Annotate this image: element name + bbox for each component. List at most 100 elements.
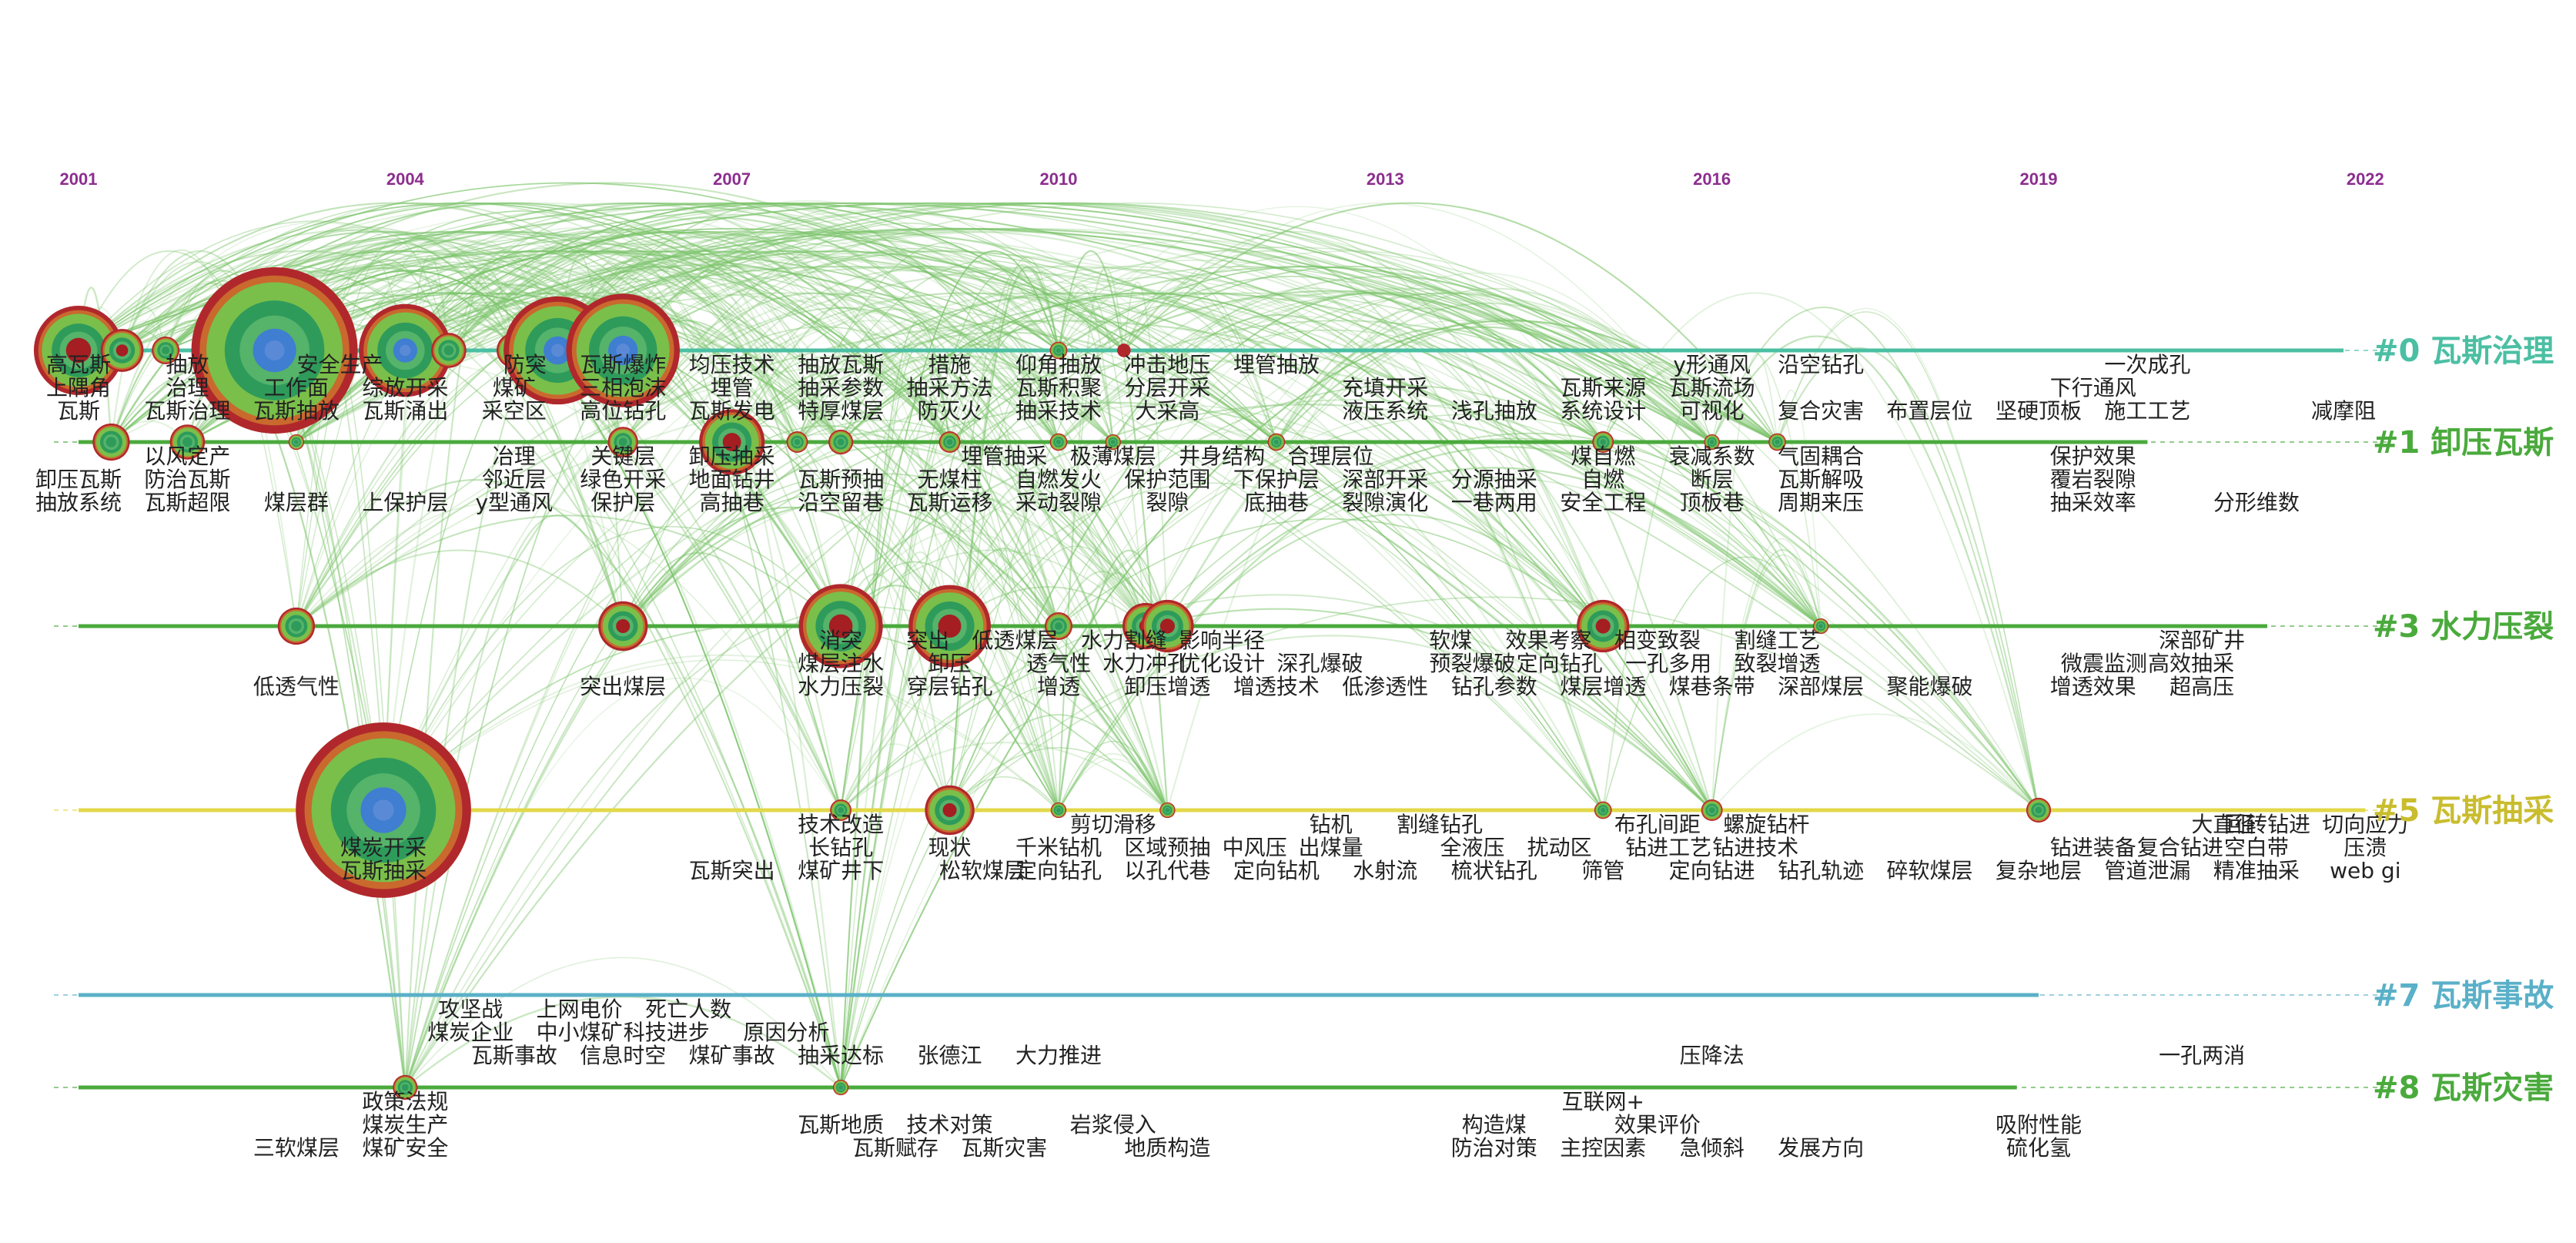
- keyword-node[interactable]: [2026, 797, 2052, 823]
- link-arc: [796, 297, 1277, 443]
- keyword-label: 瓦斯运移: [907, 490, 993, 515]
- keyword-node[interactable]: [92, 423, 130, 461]
- link-arc: [796, 320, 1169, 627]
- keyword-label: 抽采达标: [798, 1043, 884, 1068]
- keyword-node[interactable]: [832, 1079, 849, 1096]
- keyword-label: 钻进装备: [2050, 835, 2136, 860]
- keyword-node[interactable]: [191, 267, 358, 434]
- link-arc: [296, 320, 1822, 627]
- keyword-label: 抽采效率: [2050, 490, 2136, 515]
- keyword-label: 割缝钻孔: [1397, 812, 1483, 837]
- keyword-label: 钻孔参数: [1451, 674, 1537, 699]
- link-arc: [273, 241, 624, 627]
- link-arc: [1711, 353, 1778, 811]
- link-arc: [840, 320, 1713, 1088]
- cluster-name: #5 瓦斯抽采: [2373, 793, 2554, 829]
- link-arc: [404, 957, 841, 1088]
- keyword-node[interactable]: [1049, 433, 1068, 451]
- link-arc: [1602, 556, 1822, 811]
- keyword-node[interactable]: [1594, 801, 1612, 819]
- keyword-node[interactable]: [1117, 343, 1131, 357]
- keyword-node[interactable]: [1267, 433, 1286, 451]
- link-arc: [840, 320, 1778, 1088]
- link-arc: [948, 290, 1713, 443]
- keyword-node[interactable]: [277, 607, 316, 645]
- keyword-node[interactable]: [1577, 599, 1630, 653]
- keyword-node[interactable]: [288, 434, 305, 451]
- link-arc: [557, 260, 841, 627]
- link-arc: [274, 250, 2039, 811]
- keyword-label: 卸压: [928, 651, 972, 676]
- keyword-label: 低透煤层: [972, 628, 1058, 653]
- keyword-node[interactable]: [598, 601, 648, 652]
- keyword-node[interactable]: [699, 409, 765, 475]
- keyword-node[interactable]: [1105, 434, 1121, 451]
- keyword-label: 防治瓦斯: [144, 467, 230, 492]
- link-arc: [121, 249, 297, 627]
- keyword-node[interactable]: [296, 722, 471, 898]
- keyword-node[interactable]: [169, 424, 206, 460]
- keyword-node[interactable]: [431, 333, 467, 368]
- keyword-node[interactable]: [1141, 599, 1194, 653]
- keyword-label: 压溃: [2343, 835, 2387, 860]
- keyword-label: 仰角抽放: [1015, 352, 1102, 377]
- keyword-label: 煤自燃: [1571, 444, 1635, 469]
- keyword-label: 冲击地压: [1124, 352, 1210, 377]
- keyword-label: 管道泄漏: [2104, 858, 2190, 883]
- link-arc: [840, 270, 1059, 1088]
- keyword-node[interactable]: [798, 584, 883, 668]
- keyword-node[interactable]: [33, 305, 124, 396]
- keyword-label: 瓦斯突出: [689, 858, 775, 883]
- link-arc: [1112, 314, 1604, 811]
- keyword-node[interactable]: [830, 799, 852, 821]
- keyword-node[interactable]: [393, 1074, 418, 1101]
- keyword-node[interactable]: [152, 337, 180, 364]
- keyword-node[interactable]: [607, 427, 638, 457]
- link-arc: [1058, 286, 1147, 627]
- keyword-node[interactable]: [1159, 802, 1176, 819]
- link-arc: [78, 250, 1604, 811]
- link-arc: [78, 250, 1713, 811]
- keyword-node[interactable]: [1049, 341, 1068, 360]
- link-arc: [840, 396, 951, 627]
- link-arc: [797, 240, 1604, 443]
- keyword-label: 螺旋钻杆: [1723, 812, 1809, 837]
- keyword-label: 底抽巷: [1244, 490, 1309, 515]
- keyword-label: 保护效果: [2050, 444, 2136, 469]
- keyword-node[interactable]: [1701, 799, 1723, 821]
- link-arc: [622, 476, 1169, 811]
- keyword-node[interactable]: [566, 293, 680, 407]
- keyword-node[interactable]: [1050, 802, 1067, 819]
- link-arc: [448, 213, 1114, 443]
- keyword-node[interactable]: [1592, 431, 1614, 453]
- keyword-node[interactable]: [925, 785, 975, 836]
- keyword-label: 千米钻机: [1015, 835, 1102, 860]
- keyword-node[interactable]: [908, 585, 991, 668]
- keyword-node[interactable]: [359, 303, 452, 397]
- link-arc: [296, 501, 841, 811]
- keyword-node[interactable]: [786, 431, 808, 453]
- keyword-label: 冶理: [493, 444, 536, 469]
- link-arc: [948, 635, 1713, 811]
- link-arc: [296, 252, 406, 627]
- link-arc: [840, 320, 1778, 1088]
- keyword-label: 预裂爆破: [1429, 651, 1515, 676]
- keyword-label: 技术改造: [798, 812, 884, 837]
- link-arc: [840, 685, 1169, 1088]
- link-arc: [273, 210, 841, 443]
- keyword-node[interactable]: [828, 429, 854, 455]
- link-arc: [404, 202, 1778, 443]
- keyword-label: 煤矿事故: [689, 1043, 775, 1068]
- keyword-node[interactable]: [100, 329, 144, 372]
- keyword-node[interactable]: [1704, 434, 1720, 451]
- link-arc: [1058, 313, 1114, 443]
- link-arc: [1057, 283, 1114, 443]
- keyword-label: 三相泡沫: [580, 375, 666, 400]
- keyword-node[interactable]: [1812, 618, 1829, 635]
- keyword-node[interactable]: [1768, 433, 1786, 451]
- keyword-node[interactable]: [938, 431, 961, 453]
- keyword-label: 断层: [1691, 467, 1734, 492]
- keyword-node[interactable]: [1044, 612, 1072, 640]
- link-arc: [295, 277, 841, 627]
- link-arc: [448, 250, 2039, 811]
